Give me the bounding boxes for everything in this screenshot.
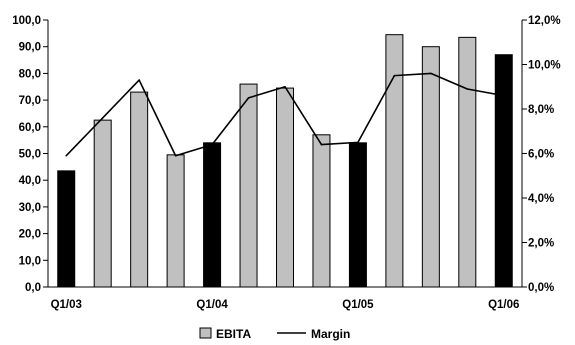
right-tick-label: 12,0% xyxy=(528,15,561,27)
margin-point xyxy=(320,143,323,146)
right-tick-label: 2,0% xyxy=(528,238,554,250)
ebita-bar xyxy=(494,54,513,288)
ebita-bar xyxy=(458,36,477,288)
margin-point xyxy=(284,85,286,88)
margin-point xyxy=(65,154,68,157)
legend-ebita-swatch xyxy=(199,327,212,339)
right-tick-label: 0,0% xyxy=(528,282,554,294)
left-tick-label: 90,0 xyxy=(19,42,41,54)
ebita-bar xyxy=(57,170,76,288)
right-tick-label: 6,0% xyxy=(528,149,554,161)
right-tick-label: 10,0% xyxy=(528,60,561,72)
ebita-bar xyxy=(166,154,185,288)
x-tick-label: Q1/04 xyxy=(196,299,228,311)
ebita-bar xyxy=(276,87,294,288)
left-tick-label: 60,0 xyxy=(19,122,41,134)
left-tick-label: 70,0 xyxy=(19,95,41,107)
margin-point xyxy=(357,141,359,144)
ebita-bar xyxy=(385,34,404,288)
left-axis-ticks: 0,0 10,0 20,0 30,0 40,0 50,0 60,0 70,0 80,0 90,0 1… xyxy=(12,15,48,294)
left-tick-label: 100,0 xyxy=(12,15,41,27)
ebita-bar xyxy=(239,83,258,288)
margin-point xyxy=(247,97,250,99)
ebita-bars xyxy=(57,34,513,288)
ebita-bar xyxy=(93,119,112,288)
margin-point xyxy=(502,94,505,97)
margin-point xyxy=(466,88,469,90)
margin-point xyxy=(138,79,140,81)
left-tick-label: 40,0 xyxy=(19,175,41,187)
margin-line xyxy=(65,72,505,157)
left-tick-label: 50,0 xyxy=(19,149,41,161)
ebita-bar xyxy=(130,91,149,288)
right-tick-label: 4,0% xyxy=(528,193,554,205)
ebita-bar xyxy=(421,46,440,288)
axes xyxy=(47,20,523,288)
ebita-bar xyxy=(203,142,222,288)
margin-point xyxy=(101,117,104,119)
left-tick-label: 20,0 xyxy=(19,229,41,241)
x-axis-ticks: Q1/03 Q1/04 Q1/05 Q1/06 xyxy=(51,299,520,311)
left-tick-label: 30,0 xyxy=(19,202,41,214)
left-tick-label: 10,0 xyxy=(19,255,41,267)
ebita-bar xyxy=(312,134,331,288)
x-tick-label: Q1/05 xyxy=(342,299,374,311)
margin-point xyxy=(393,74,396,77)
right-tick-label: 8,0% xyxy=(528,104,554,116)
margin-point xyxy=(174,154,177,157)
x-tick-label: Q1/03 xyxy=(51,299,82,311)
ebita-bar xyxy=(348,142,367,288)
left-tick-label: 80,0 xyxy=(19,68,41,80)
right-axis-ticks: 0,0% 2,0% 4,0% 6,0% 8,0% 10,0% 12,0% xyxy=(522,15,561,294)
legend-ebita-label: EBITA xyxy=(216,327,251,341)
legend-margin-label: Margin xyxy=(311,327,350,341)
margin-point xyxy=(211,143,213,146)
x-tick-label: Q1/06 xyxy=(488,299,519,311)
margin-point xyxy=(430,72,432,75)
left-tick-label: 0,0 xyxy=(25,282,41,294)
legend: EBITA Margin xyxy=(199,327,350,341)
